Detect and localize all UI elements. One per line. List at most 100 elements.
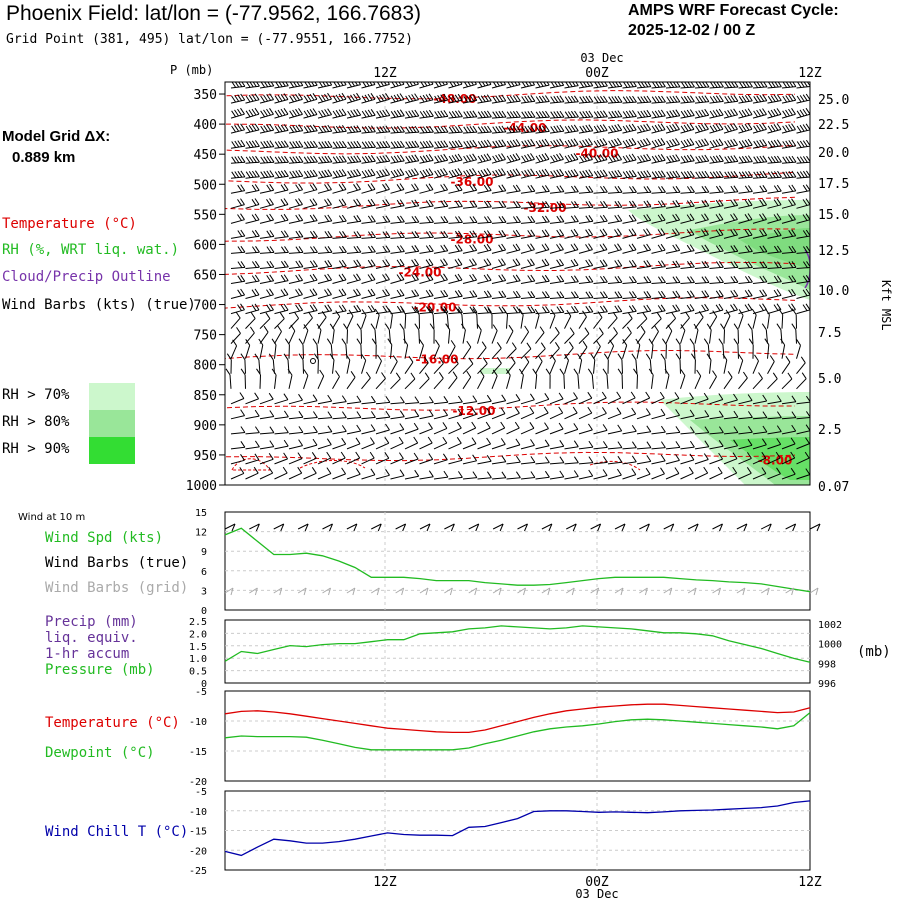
- wind-barb-flag: [419, 111, 425, 118]
- wind-barb-flag: [776, 94, 782, 101]
- wind-barb-flag: [312, 169, 318, 177]
- wind-barb: [578, 346, 588, 359]
- temp-contour-label: -16.00: [416, 353, 459, 367]
- wind-barb-flag: [770, 156, 776, 163]
- wind-barb-flag: [532, 82, 536, 86]
- wind-barb: [680, 317, 690, 329]
- wind-barb-flag: [617, 153, 623, 160]
- wind-barb-flag: [485, 421, 491, 429]
- wind-barb-flag: [251, 170, 257, 178]
- wind-barb: [578, 144, 593, 149]
- wind-barb-flag: [778, 308, 784, 315]
- wind-barb-flag: [715, 290, 721, 298]
- wind-barb-flag: [647, 82, 652, 87]
- wind-barb-flag: [730, 214, 735, 221]
- wind-barb-flag: [298, 338, 304, 345]
- wind-barb: [375, 474, 390, 480]
- wind-barb-flag: [414, 469, 420, 477]
- wind-barb-flag: [292, 141, 298, 148]
- wind-barb-flag: [651, 140, 657, 148]
- wind-barb-flag: [329, 353, 335, 361]
- wind-barb-flag: [553, 111, 559, 118]
- wind-barb-flag: [698, 124, 703, 132]
- wind-barb-flag: [277, 156, 283, 163]
- wind-barb: [404, 279, 419, 284]
- wind-barb-flag: [724, 171, 730, 179]
- wind-barb: [781, 401, 796, 405]
- wind-barb: [796, 85, 810, 89]
- wind-barb-flag: [324, 246, 330, 253]
- wind-barb: [767, 400, 782, 405]
- wind-barb-flag: [608, 125, 614, 133]
- wind-barb: [723, 315, 731, 329]
- wind-barb-flag: [643, 138, 648, 146]
- wind-barb: [709, 100, 724, 104]
- wind-barb: [607, 234, 622, 239]
- wind-barb-flag: [600, 82, 605, 87]
- wind-barb-flag: [709, 110, 715, 118]
- wind-barb-flag: [234, 140, 240, 148]
- windchill-line: [224, 800, 811, 857]
- wind-barb-flag: [269, 93, 275, 100]
- wind-barb-flag: [269, 274, 275, 282]
- wind-barb: [448, 99, 463, 104]
- wind-barb-flag: [361, 354, 367, 361]
- wind-barb-flag: [295, 230, 301, 238]
- wind-barb-flag: [608, 155, 614, 163]
- wind-barb: [709, 191, 724, 194]
- wind-barb-flag: [759, 109, 765, 116]
- wind-barb: [462, 443, 477, 450]
- wind-barb-flag: [269, 230, 275, 237]
- wind-barb-flag: [762, 170, 768, 178]
- wind-barb-flag: [390, 141, 396, 149]
- wind-barb-flag: [747, 138, 753, 146]
- wind-barb: [694, 144, 709, 149]
- windchill-ytick-label: -10: [189, 807, 207, 818]
- wind-barb: [274, 266, 289, 269]
- wind-barb-flag: [382, 93, 387, 101]
- wind-barb: [346, 251, 361, 254]
- wind-barb-flag: [660, 454, 666, 462]
- wind-barb-flag: [298, 198, 303, 205]
- wind-barb-flag: [313, 140, 318, 148]
- wind-barb: [477, 443, 491, 450]
- wind-barb-flag: [631, 170, 637, 177]
- wind-barb-flag: [593, 155, 599, 163]
- wind-barb-flag: [611, 110, 617, 118]
- wind-barb: [332, 443, 346, 450]
- wind-barb-flag: [730, 245, 736, 252]
- grid-wind-barb: [809, 587, 819, 594]
- wind-barb: [549, 191, 564, 194]
- wind-barb-flag: [341, 288, 347, 296]
- wind-barb-flag: [660, 170, 666, 177]
- wind-barb-flag: [274, 156, 280, 164]
- wind-barb: [622, 101, 637, 104]
- wind-barb-flag: [370, 215, 376, 222]
- wind-barb-flag: [396, 305, 402, 313]
- wind-barb: [680, 160, 695, 164]
- wind-barb: [506, 280, 521, 284]
- wind-ytick-label: 6: [201, 567, 207, 578]
- wind-barb-flag: [654, 155, 660, 162]
- wind-barb: [346, 131, 361, 134]
- wind-barb-flag: [457, 230, 463, 238]
- wind-barb-flag: [705, 82, 710, 88]
- wind-barb: [448, 295, 463, 299]
- wind-barb-flag: [428, 305, 434, 313]
- wind-barb-flag: [405, 95, 411, 103]
- grid-wind-barb: [297, 587, 307, 594]
- wind-barb-flag: [758, 372, 763, 379]
- wind-barb-flag: [341, 273, 347, 281]
- wind-barb-flag: [643, 276, 649, 283]
- wind-barb-flag: [802, 199, 808, 206]
- wind-barb: [361, 360, 367, 374]
- wind-barb: [433, 131, 449, 134]
- wind-barb: [332, 417, 347, 420]
- true-wind-barb-flag: [645, 523, 650, 532]
- wind-barb-flag: [518, 368, 524, 376]
- wind-barb-flag: [369, 451, 375, 459]
- wind-barb-flag: [544, 95, 550, 102]
- wind-barb-flag: [733, 323, 739, 330]
- wind-barb-flag: [744, 290, 750, 297]
- wind-barb: [622, 281, 637, 284]
